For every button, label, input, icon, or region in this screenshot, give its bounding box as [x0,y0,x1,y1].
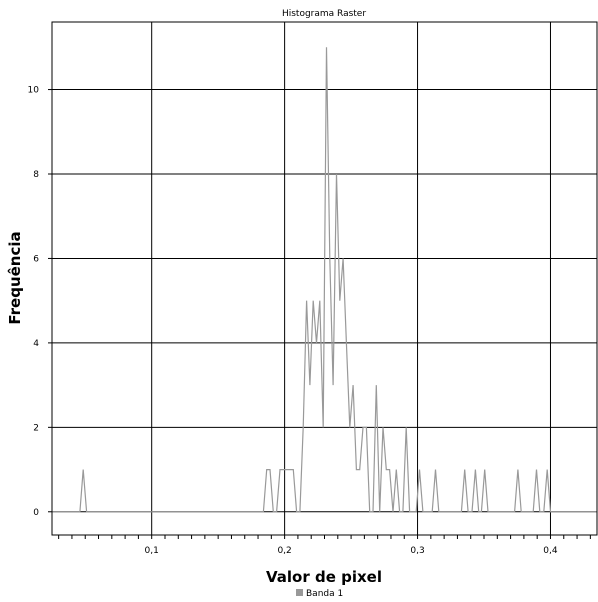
x-axis-title: Valor de pixel [266,568,382,586]
chart-title: Histograma Raster [282,9,366,19]
y-tick-label: 10 [28,86,40,96]
x-tick-label: 0,1 [145,546,159,556]
plot-area [52,47,597,512]
series-line-banda-1 [52,47,597,512]
legend-label-banda-1: Banda 1 [306,589,343,599]
y-tick-label: 4 [33,339,39,349]
x-tick-label: 0,3 [410,546,424,556]
legend-swatch [296,589,303,596]
y-tick-label: 6 [33,254,39,264]
y-axis-title: Frequência [6,231,24,324]
y-tick-label: 0 [33,508,39,518]
legend: Banda 1 [296,589,343,599]
y-tick-label: 2 [33,423,39,433]
y-tick-label: 8 [33,170,39,180]
x-axis-ticks: 0,1 0,2 0,3 0,4 [59,535,591,556]
x-tick-label: 0,2 [277,546,291,556]
x-tick-label: 0,4 [543,546,558,556]
y-axis-ticks: 0 2 4 6 8 10 [28,86,52,518]
